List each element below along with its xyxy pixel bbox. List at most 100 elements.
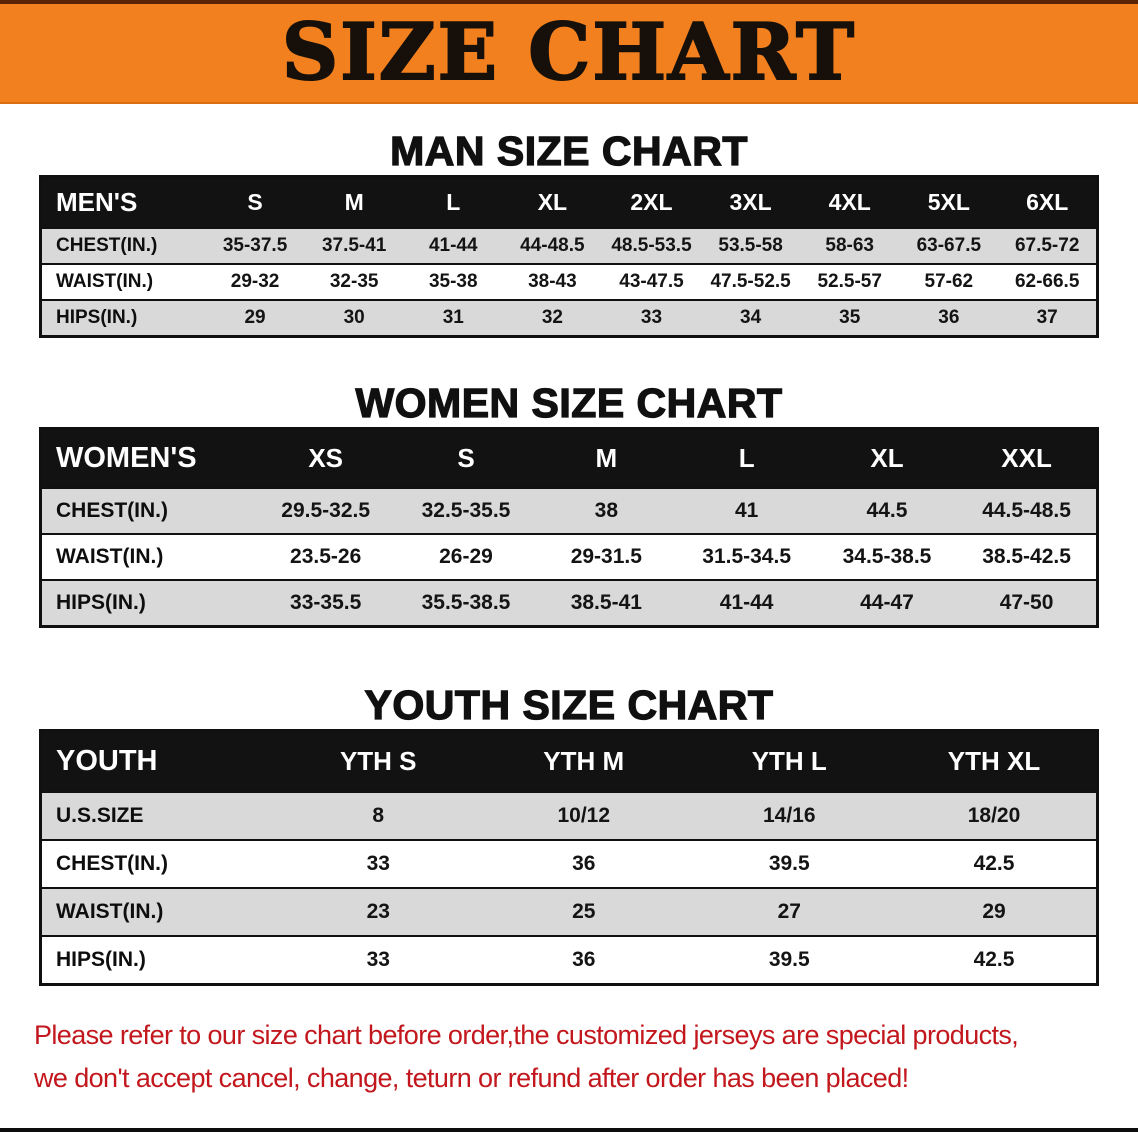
cell-value: 35 (800, 299, 900, 337)
cell-value: 33-35.5 (255, 579, 396, 627)
column-header: XXL (1001, 443, 1052, 473)
cell-value: 44-47 (816, 579, 958, 627)
table-row: HIPS(IN.) 29 30 31 32 33 34 35 36 37 (40, 299, 1098, 337)
cell-value: 53.5-58 (701, 227, 801, 264)
column-header: L (446, 189, 461, 215)
column-header: M (344, 189, 364, 215)
cell-value: 44-48.5 (502, 227, 602, 264)
cell-value: 62-66.5 (998, 263, 1098, 300)
women-section-title: WOMEN SIZE CHART (355, 379, 783, 426)
column-header: 4XL (828, 189, 871, 215)
cell-value: 29 (205, 299, 305, 337)
cell-value: 33 (275, 839, 481, 888)
cell-value: 27 (686, 887, 892, 936)
cell-value: 44.5-48.5 (957, 487, 1098, 534)
cell-value: 43-47.5 (601, 263, 702, 300)
cell-value: 39.5 (686, 935, 892, 985)
row-label: HIPS(IN.) (40, 299, 206, 337)
column-header: XS (308, 443, 343, 473)
cell-value: 36 (899, 299, 999, 337)
table-row: U.S.SIZE 8 10/12 14/16 18/20 (40, 791, 1098, 840)
cell-value: 32-35 (304, 263, 404, 300)
disclaimer-line-2: we don't accept cancel, change, teturn o… (34, 1063, 909, 1093)
cell-value: 38 (536, 487, 677, 534)
cell-value: 34 (701, 299, 801, 337)
men-section-title: MAN SIZE CHART (389, 127, 748, 174)
cell-value: 32 (502, 299, 602, 337)
cell-value: 10/12 (481, 791, 687, 840)
cell-value: 29 (892, 887, 1098, 936)
table-row: CHEST(IN.) 29.5-32.5 32.5-35.5 38 41 44.… (40, 487, 1098, 534)
column-header: YTH L (751, 746, 827, 776)
disclaimer-line-1: Please refer to our size chart before or… (34, 1020, 1019, 1050)
cell-value: 57-62 (899, 263, 999, 300)
column-header: S (457, 443, 475, 473)
cell-value: 58-63 (800, 227, 900, 264)
column-header: YTH M (543, 746, 625, 776)
women-size-table: WOMEN'S XS S M L XL XXL CHEST(IN.) 29.5-… (39, 427, 1099, 628)
column-header: S (247, 189, 263, 215)
row-label: CHEST(IN.) (40, 487, 256, 534)
cell-value: 35-37.5 (205, 227, 305, 264)
cell-value: 37.5-41 (304, 227, 404, 264)
column-header: WOMEN'S (56, 442, 197, 474)
cell-value: 48.5-53.5 (601, 227, 702, 264)
cell-value: 30 (304, 299, 404, 337)
cell-value: 18/20 (892, 791, 1098, 840)
youth-size-table: YOUTH YTH S YTH M YTH L YTH XL U.S.SIZE … (39, 729, 1099, 986)
cell-value: 47-50 (957, 579, 1098, 627)
table-row: HIPS(IN.) 33-35.5 35.5-38.5 38.5-41 41-4… (40, 579, 1098, 627)
cell-value: 42.5 (892, 935, 1098, 985)
row-label: CHEST(IN.) (40, 227, 206, 264)
column-header: XL (870, 443, 904, 473)
column-header: 6XL (1026, 189, 1069, 215)
cell-value: 33 (601, 299, 702, 337)
men-header-row: MEN'S S M L XL 2XL 3XL 4XL 5XL 6XL (40, 176, 1098, 228)
cell-value: 36 (481, 839, 687, 888)
cell-value: 8 (275, 791, 481, 840)
row-label: WAIST(IN.) (40, 263, 206, 300)
cell-value: 38.5-41 (536, 579, 677, 627)
column-header: YOUTH (56, 745, 158, 777)
cell-value: 47.5-52.5 (701, 263, 801, 300)
cell-value: 23 (275, 887, 481, 936)
youth-section-title: YOUTH SIZE CHART (364, 681, 774, 728)
table-row: WAIST(IN.) 23.5-26 26-29 29-31.5 31.5-34… (40, 533, 1098, 580)
cell-value: 44.5 (816, 487, 958, 534)
cell-value: 35.5-38.5 (395, 579, 537, 627)
row-label: U.S.SIZE (40, 791, 276, 840)
table-row: WAIST(IN.) 29-32 32-35 35-38 38-43 43-47… (40, 263, 1098, 300)
row-label: WAIST(IN.) (40, 533, 256, 580)
cell-value: 42.5 (892, 839, 1098, 888)
cell-value: 36 (481, 935, 687, 985)
cell-value: 31 (403, 299, 503, 337)
table-row: HIPS(IN.) 33 36 39.5 42.5 (40, 935, 1098, 985)
row-label: WAIST(IN.) (40, 887, 276, 936)
column-header: YTH S (339, 746, 417, 776)
cell-value: 14/16 (686, 791, 892, 840)
column-header: YTH XL (947, 746, 1041, 776)
cell-value: 37 (998, 299, 1098, 337)
cell-value: 33 (275, 935, 481, 985)
column-header: 5XL (927, 189, 970, 215)
youth-header-row: YOUTH YTH S YTH M YTH L YTH XL (40, 730, 1098, 792)
cell-value: 38.5-42.5 (957, 533, 1098, 580)
cell-value: 32.5-35.5 (395, 487, 537, 534)
cell-value: 41-44 (676, 579, 817, 627)
column-header: MEN'S (56, 187, 138, 217)
row-label: CHEST(IN.) (40, 839, 276, 888)
table-row: CHEST(IN.) 35-37.5 37.5-41 41-44 44-48.5… (40, 227, 1098, 264)
table-row: WAIST(IN.) 23 25 27 29 (40, 887, 1098, 936)
banner: SIZE CHART (0, 4, 1138, 104)
column-header: 2XL (630, 189, 673, 215)
cell-value: 25 (481, 887, 687, 936)
cell-value: 35-38 (403, 263, 503, 300)
women-header-row: WOMEN'S XS S M L XL XXL (40, 428, 1098, 488)
cell-value: 29.5-32.5 (255, 487, 396, 534)
cell-value: 26-29 (395, 533, 537, 580)
cell-value: 29-31.5 (536, 533, 677, 580)
cell-value: 29-32 (205, 263, 305, 300)
cell-value: 41 (676, 487, 817, 534)
cell-value: 41-44 (403, 227, 503, 264)
cell-value: 67.5-72 (998, 227, 1098, 264)
